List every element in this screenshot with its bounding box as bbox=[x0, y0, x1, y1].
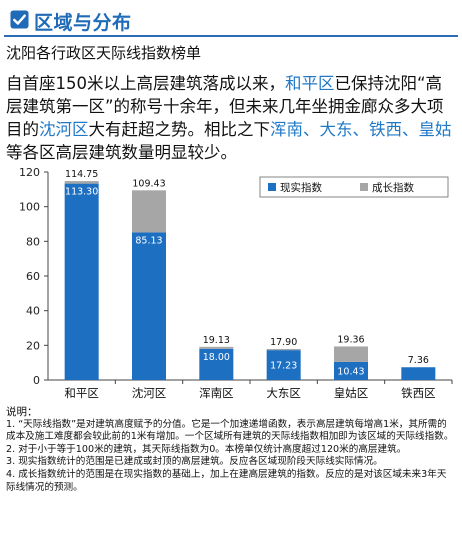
bar-total-label: 19.36 bbox=[337, 334, 364, 345]
y-tick-label: 80 bbox=[26, 235, 40, 248]
y-tick-label: 20 bbox=[26, 339, 40, 352]
note-item: 2. 对于小于等于100米的建筑，其天际线指数为0。本榜单仅统计高度超过120米… bbox=[6, 443, 407, 455]
x-tick-label: 大东区 bbox=[266, 386, 301, 400]
x-tick-label: 皇姑区 bbox=[334, 386, 369, 400]
bar-current-index bbox=[401, 367, 436, 380]
x-tick-label: 沈河区 bbox=[132, 386, 167, 400]
notes-block: 说明： 1. “天际线指数”是对建筑高度赋予的分值。它是一个加速递增函数，表示高… bbox=[6, 406, 454, 494]
bar-current-index bbox=[132, 232, 166, 380]
note-item: 4. 成长指数统计的范围是在现实指数的基础上，加上在建高层建筑的指数。反应的是对… bbox=[6, 468, 447, 493]
bar-current-label: 10.43 bbox=[337, 366, 364, 377]
intro-highlight-shenhe: 沈河区 bbox=[39, 120, 89, 139]
intro-paragraph: 自首座150米以上高层建筑落成以来，和平区已保持沈阳“高层建筑第一区”的称号十余… bbox=[6, 72, 456, 164]
intro-highlight-districts: 浑南、大东、铁西、皇姑 bbox=[270, 120, 452, 139]
bar-growth-index bbox=[199, 346, 234, 349]
bar-total-label: 114.75 bbox=[65, 169, 98, 180]
chart-legend bbox=[259, 176, 449, 198]
y-tick-label: 120 bbox=[19, 166, 40, 179]
bar-total-label: 17.90 bbox=[270, 337, 297, 348]
y-tick-label: 40 bbox=[26, 305, 40, 318]
intro-text: 等各区高层建筑数量明显较少。 bbox=[6, 143, 237, 162]
bar-total-label: 7.36 bbox=[408, 355, 429, 366]
bar-current-index bbox=[266, 350, 301, 380]
bar-total-label: 109.43 bbox=[132, 178, 165, 189]
intro-text: 大有赶超之势。相比之下 bbox=[88, 120, 271, 139]
bar-current-index bbox=[334, 361, 368, 380]
note-item: 1. “天际线指数”是对建筑高度赋予的分值。它是一个加速递增函数，表示高层建筑每… bbox=[6, 418, 454, 443]
bar-current-label: 113.30 bbox=[65, 187, 98, 198]
notes-heading: 说明： bbox=[6, 406, 38, 418]
bar-current-label: 17.23 bbox=[270, 361, 297, 372]
bar-current-index bbox=[64, 183, 99, 380]
legend-swatch-growth bbox=[360, 183, 368, 191]
bar-growth-index bbox=[266, 348, 301, 351]
section-header: 区域与分布 bbox=[4, 5, 458, 37]
bar-current-index bbox=[199, 348, 234, 380]
skyline-index-chart: 0 20 40 60 80 100 120 和平区 114.75 113.30 沈河区 109.43 8… bbox=[19, 166, 453, 400]
checkmark-badge-icon bbox=[10, 10, 29, 29]
y-tick-label: 100 bbox=[19, 201, 40, 214]
intro-highlight-heping: 和平区 bbox=[285, 74, 335, 93]
bar-growth-index bbox=[334, 346, 368, 362]
bar-total-label: 19.13 bbox=[203, 335, 230, 346]
x-tick-label: 浑南区 bbox=[199, 386, 234, 400]
x-tick-label: 和平区 bbox=[64, 386, 99, 400]
bar-current-label: 85.13 bbox=[135, 235, 162, 246]
bar-growth-index bbox=[132, 190, 166, 233]
ranking-subtitle: 沈阳各行政区天际线指数榜单 bbox=[6, 44, 202, 62]
section-title: 区域与分布 bbox=[34, 12, 132, 34]
y-tick-label: 0 bbox=[33, 374, 40, 387]
bar-growth-index bbox=[64, 181, 99, 184]
intro-text: 已保持沈阳“高层建筑第一区”的称号十余年，但未来几年坐拥金廊众多大项目的 bbox=[6, 74, 444, 139]
bar-current-label: 18.00 bbox=[203, 352, 230, 363]
legend-swatch-current bbox=[268, 183, 276, 191]
legend-label-current: 现实指数 bbox=[280, 181, 322, 194]
x-tick-label: 铁西区 bbox=[401, 386, 436, 400]
intro-text: 自首座150米以上高层建筑落成以来， bbox=[6, 74, 285, 93]
note-item: 3. 现实指数统计的范围是已建成或封顶的高层建筑。反应各区域现阶段天际线实际情况… bbox=[6, 456, 383, 468]
y-tick-label: 60 bbox=[26, 270, 40, 283]
legend-label-growth: 成长指数 bbox=[372, 181, 414, 194]
